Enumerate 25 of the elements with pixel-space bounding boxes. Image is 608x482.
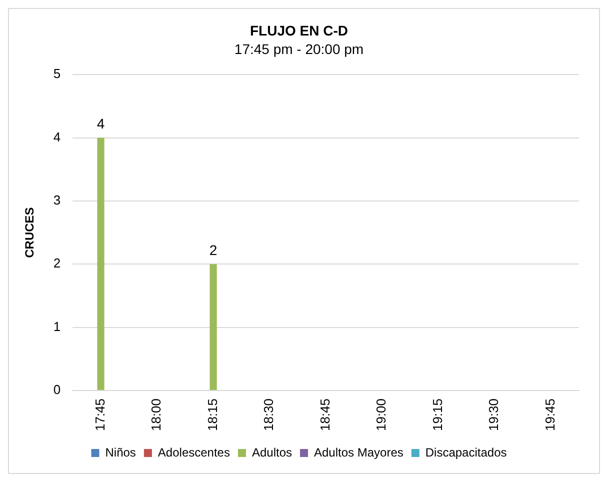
legend-label: Adultos (252, 445, 292, 460)
legend-label: Adolescentes (158, 445, 230, 460)
legend-label: Adultos Mayores (314, 445, 404, 460)
y-tick-label: 4 (53, 129, 61, 144)
y-tick-label: 1 (53, 318, 61, 334)
x-tick-label: 18:30 (261, 398, 276, 432)
y-tick-label: 5 (53, 66, 61, 82)
data-label: 4 (96, 116, 105, 132)
x-tick-label: 19:30 (486, 398, 502, 432)
legend-label: Niños (105, 445, 136, 460)
data-label: 2 (209, 242, 218, 258)
x-tick-label: 19:45 (542, 398, 558, 432)
legend-label: Discapacitados (425, 445, 507, 460)
x-tick-label: 18:45 (317, 398, 332, 432)
y-tick-label: 3 (53, 192, 61, 208)
y-tick-label: 2 (53, 256, 61, 271)
y-axis-title: CRUCES (22, 207, 37, 258)
y-tick-label: 0 (53, 382, 61, 398)
chart-subtitle: 17:45 pm - 20:00 pm (234, 41, 364, 58)
x-tick-label: 19:00 (374, 398, 389, 432)
x-tick-label: 18:15 (204, 398, 220, 432)
x-tick-label: 18:00 (148, 398, 164, 432)
x-tick-label: 19:15 (430, 398, 445, 432)
chart-title: FLUJO EN C-D (250, 22, 348, 38)
x-tick-label: 17:45 (92, 398, 108, 432)
